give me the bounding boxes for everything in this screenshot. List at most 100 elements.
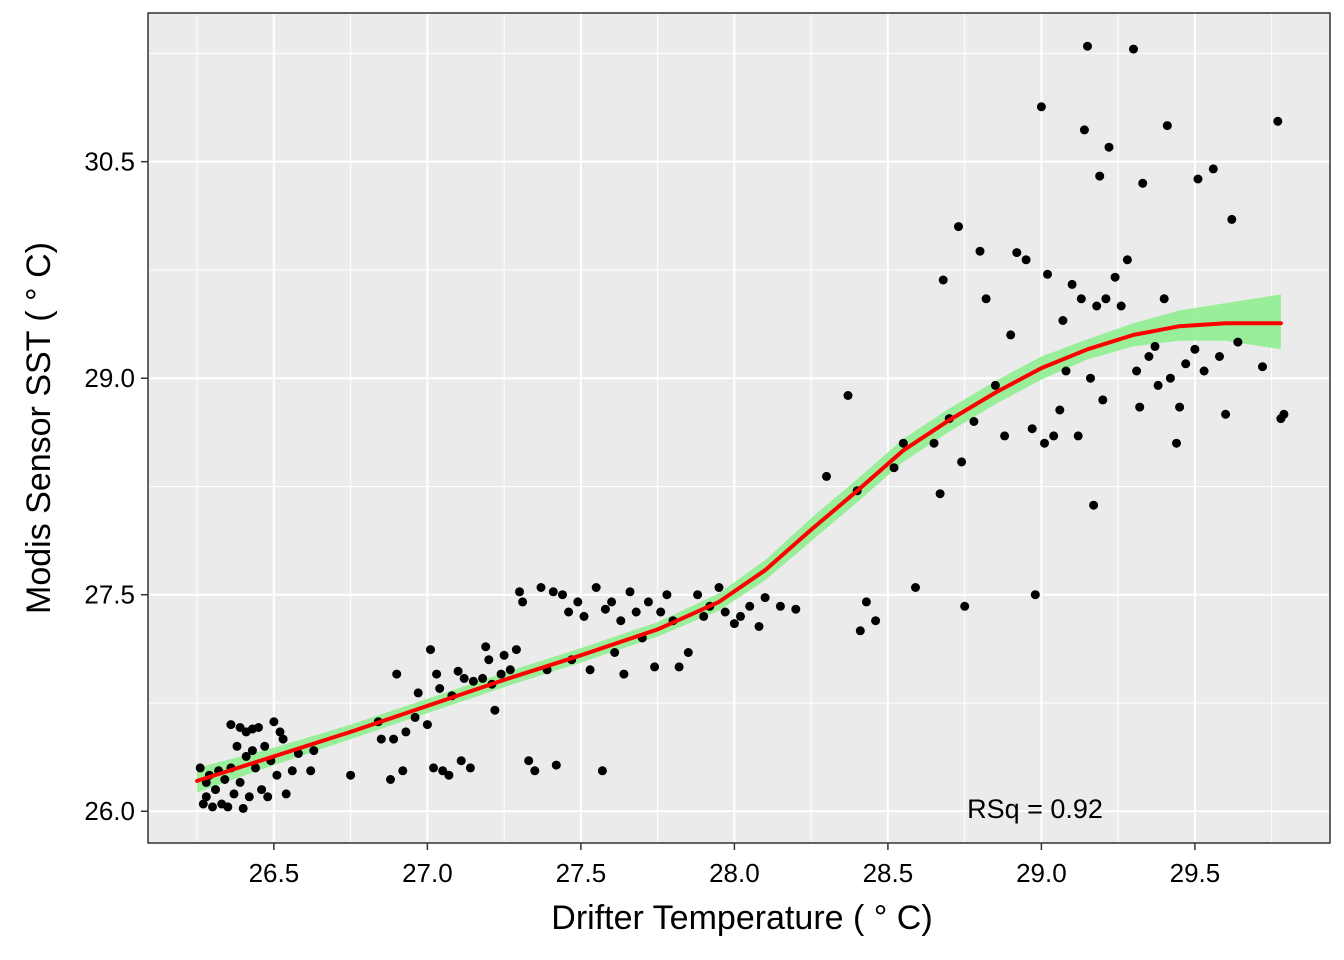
data-point: [600, 604, 610, 614]
data-point: [499, 650, 509, 660]
data-point: [435, 684, 445, 693]
data-point: [650, 662, 660, 672]
data-point: [1073, 431, 1083, 441]
data-point: [481, 642, 491, 652]
data-point: [662, 590, 672, 600]
data-point: [1138, 178, 1148, 188]
data-point: [465, 763, 475, 773]
data-point: [1043, 269, 1052, 279]
data-point: [616, 616, 626, 626]
data-point: [272, 770, 282, 780]
data-point: [422, 720, 432, 730]
data-point: [468, 676, 478, 686]
y-axis-title: Modis Sensor SST ( ° C): [20, 242, 58, 614]
data-point: [1110, 272, 1120, 282]
data-point: [260, 741, 270, 751]
data-point: [429, 763, 438, 773]
data-point: [564, 607, 574, 617]
x-tick-label: 28.0: [709, 858, 760, 888]
y-tick-label: 30.5: [84, 147, 135, 177]
data-point: [505, 665, 515, 675]
data-point: [1122, 255, 1132, 265]
data-point: [674, 662, 684, 672]
panel-border: [147, 12, 1331, 844]
data-point: [1095, 171, 1105, 181]
data-point: [1190, 344, 1200, 354]
fit-line: [195, 321, 1283, 783]
plot-panel: [148, 13, 1330, 843]
data-point: [1181, 359, 1191, 369]
data-point: [720, 607, 730, 617]
data-point: [432, 669, 442, 679]
data-point: [610, 648, 620, 657]
data-point: [1153, 380, 1163, 390]
data-point: [938, 275, 948, 285]
data-point: [1098, 395, 1108, 405]
data-point: [693, 590, 703, 600]
data-point: [775, 601, 785, 611]
data-point: [1273, 116, 1283, 126]
data-point: [1101, 294, 1111, 304]
data-point: [911, 583, 920, 592]
data-point: [1227, 214, 1237, 224]
data-point: [1150, 341, 1160, 351]
data-point: [376, 734, 386, 744]
x-tick-label: 26.5: [249, 858, 300, 888]
data-point: [1079, 125, 1089, 135]
data-point: [309, 746, 319, 756]
data-point: [201, 792, 211, 802]
data-point: [1208, 164, 1218, 174]
data-point: [714, 583, 724, 592]
data-point: [548, 587, 558, 597]
rsq-annotation: RSq = 0.92: [967, 794, 1103, 824]
data-point: [643, 597, 653, 607]
data-point: [1006, 330, 1016, 340]
data-point: [401, 727, 411, 737]
data-point: [413, 688, 423, 698]
data-point: [960, 601, 970, 611]
data-point: [822, 471, 831, 481]
data-point: [496, 669, 506, 679]
data-point: [656, 607, 666, 617]
data-point: [1175, 402, 1185, 412]
data-point: [220, 775, 230, 784]
data-point: [238, 803, 248, 813]
data-point: [524, 756, 534, 766]
data-point: [389, 734, 399, 744]
data-point: [241, 751, 251, 761]
data-point: [1199, 366, 1209, 376]
data-point: [1021, 255, 1031, 265]
data-point: [530, 766, 540, 776]
data-point: [1049, 431, 1059, 441]
data-point: [232, 741, 242, 751]
data-point: [1233, 337, 1243, 347]
data-point: [551, 760, 561, 770]
data-point: [1129, 44, 1138, 54]
data-point: [1086, 373, 1095, 383]
y-axis: 26.0 27.5 29.0 30.5: [84, 147, 148, 826]
x-tick-label: 27.5: [556, 858, 607, 888]
data-point: [843, 391, 853, 400]
x-tick-label: 29.0: [1016, 858, 1067, 888]
data-point: [410, 712, 420, 722]
data-point: [346, 770, 356, 780]
data-point: [254, 723, 263, 732]
data-point: [736, 611, 745, 621]
data-point: [275, 727, 285, 737]
x-tick-label: 29.5: [1170, 858, 1221, 888]
data-point: [490, 705, 500, 715]
data-point: [898, 438, 908, 448]
data-point: [511, 645, 521, 655]
x-tick-label: 27.0: [402, 858, 453, 888]
data-point: [1036, 102, 1046, 112]
data-point: [484, 655, 494, 665]
data-point: [1165, 373, 1175, 383]
major-gridlines: [148, 13, 1330, 843]
data-point: [247, 746, 257, 756]
data-point: [235, 777, 245, 787]
data-point: [398, 766, 408, 776]
data-point: [683, 648, 693, 657]
data-point: [1061, 366, 1071, 376]
minor-gridlines: [148, 13, 1330, 843]
